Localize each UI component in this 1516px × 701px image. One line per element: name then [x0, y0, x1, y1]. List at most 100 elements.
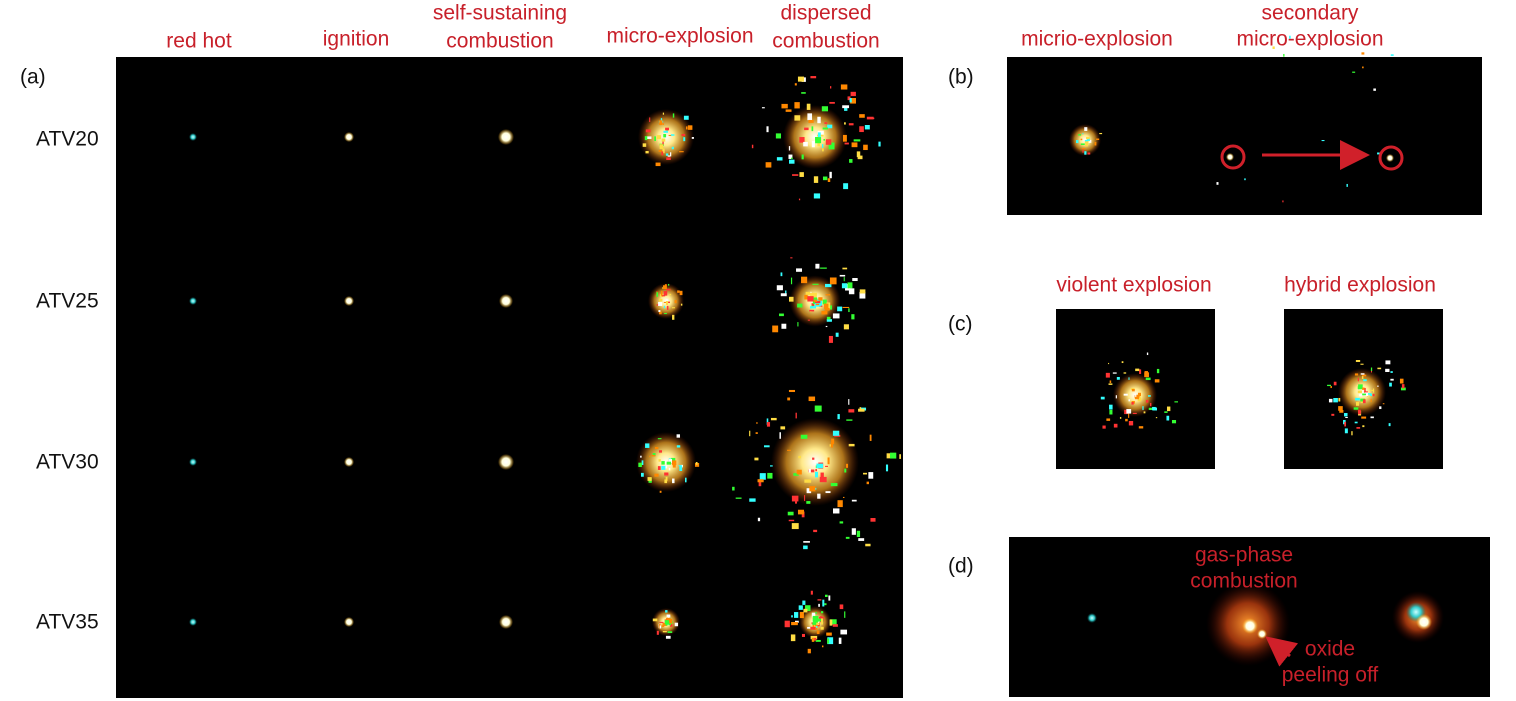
spark	[1131, 388, 1135, 392]
spark	[1364, 392, 1369, 397]
spark	[1358, 384, 1363, 390]
spark	[662, 285, 667, 289]
spark	[839, 604, 844, 610]
spark	[848, 399, 850, 405]
spark	[1244, 178, 1246, 181]
spark	[788, 154, 793, 159]
spark	[810, 590, 813, 595]
spark	[776, 157, 783, 161]
row-label: ATV30	[36, 451, 99, 474]
glow	[344, 617, 354, 627]
spark	[672, 113, 675, 118]
spark	[837, 414, 840, 420]
spark	[662, 123, 665, 125]
spark	[1385, 360, 1391, 365]
spark	[640, 455, 642, 458]
spark	[659, 621, 664, 623]
spark	[801, 154, 804, 160]
spark	[889, 452, 897, 459]
spark	[828, 335, 833, 343]
spark	[1361, 376, 1364, 379]
spark	[825, 325, 828, 328]
spark	[811, 303, 815, 307]
spark	[810, 635, 818, 640]
glow	[1087, 613, 1097, 623]
spark	[662, 139, 664, 145]
spark	[1087, 152, 1091, 155]
spark	[664, 313, 667, 315]
spark	[844, 142, 849, 145]
spark	[844, 107, 848, 111]
spark	[749, 430, 751, 437]
spark	[661, 465, 666, 470]
spark	[758, 479, 762, 487]
spark	[770, 417, 777, 421]
spark	[835, 332, 839, 337]
spark	[852, 278, 858, 282]
spark	[1112, 372, 1117, 374]
spark	[794, 612, 799, 618]
spark	[1080, 138, 1083, 141]
spark	[817, 141, 821, 147]
spark	[663, 305, 666, 309]
spark	[829, 619, 833, 626]
spark	[1106, 418, 1111, 421]
spark	[1131, 402, 1134, 405]
spark	[817, 116, 821, 124]
spark	[1400, 387, 1406, 391]
spark	[818, 618, 824, 622]
spark	[658, 310, 661, 312]
spark	[824, 307, 830, 311]
spark	[815, 303, 820, 306]
spark	[863, 472, 868, 475]
spark	[694, 462, 700, 467]
glow	[344, 457, 354, 467]
spark	[659, 298, 663, 302]
spark	[663, 130, 668, 133]
column-label: combustion	[446, 30, 553, 53]
spark	[840, 629, 848, 635]
spark	[1346, 183, 1348, 187]
spark	[1327, 384, 1332, 387]
spark	[822, 599, 825, 607]
spark	[825, 491, 831, 494]
spark	[842, 306, 850, 309]
spark	[848, 288, 855, 295]
spark	[770, 465, 773, 467]
spark	[809, 486, 816, 492]
glow	[1338, 368, 1386, 416]
spark	[642, 143, 647, 147]
panel-label: (d)	[948, 555, 974, 578]
spark	[1080, 143, 1085, 146]
spark	[817, 493, 821, 499]
spark	[685, 126, 688, 130]
spark	[656, 630, 659, 635]
spark	[765, 162, 772, 168]
spark	[679, 151, 684, 153]
spark	[659, 120, 663, 125]
spark	[656, 292, 659, 297]
spark	[666, 614, 671, 618]
spark	[848, 308, 850, 313]
spark	[666, 288, 671, 291]
spark	[827, 457, 830, 465]
spark	[780, 272, 783, 277]
spark	[853, 139, 861, 142]
spark	[799, 172, 804, 177]
spark	[751, 144, 754, 149]
spark	[825, 294, 831, 296]
spark	[825, 139, 832, 145]
spark	[766, 126, 769, 133]
spark	[787, 397, 791, 401]
spark	[788, 519, 795, 522]
spark	[666, 617, 671, 622]
spark	[1353, 407, 1359, 410]
spark	[805, 291, 811, 295]
spark	[794, 501, 798, 504]
spark	[811, 140, 815, 148]
spark	[794, 115, 801, 121]
caption: hybrid explosion	[1284, 274, 1436, 297]
spark	[807, 319, 810, 321]
spark	[804, 479, 812, 483]
spark	[658, 301, 663, 306]
